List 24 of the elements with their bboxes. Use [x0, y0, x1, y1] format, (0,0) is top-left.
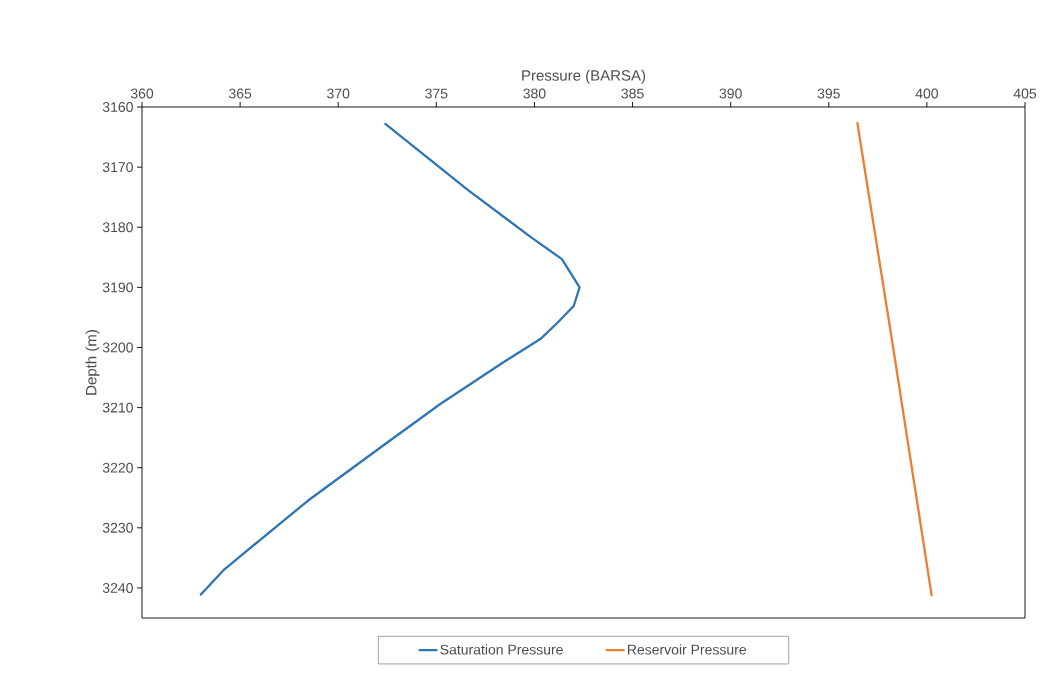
x-tick-label: 385	[621, 88, 644, 99]
line-series	[199, 122, 581, 596]
x-tick-label: 405	[1013, 88, 1037, 99]
y-tick-label: 3230	[102, 522, 133, 533]
x-axis-title: Pressure (BARSA)	[522, 69, 646, 84]
y-tick-label: 3180	[102, 222, 133, 233]
y-tick-label: 3210	[102, 402, 133, 413]
y-tick-label: 3160	[102, 102, 133, 112]
x-tick-label: 390	[719, 88, 742, 99]
x-tick-label: 375	[425, 88, 448, 99]
x-tick-label: 360	[130, 88, 154, 99]
x-tick-label: 365	[228, 88, 252, 99]
y-tick-label: 3200	[102, 342, 133, 353]
y-axis-title: Depth (m)	[85, 330, 100, 395]
y-tick-label: 3190	[102, 282, 133, 293]
legend-label: Saturation Pressure	[440, 644, 563, 655]
legend-label: Reservoir Pressure	[627, 644, 746, 655]
x-tick-label: 395	[817, 88, 840, 99]
x-tick-label: 380	[523, 88, 546, 99]
y-tick-label: 3220	[102, 462, 133, 473]
x-tick-label: 370	[327, 88, 350, 99]
x-tick-label: 400	[915, 88, 939, 99]
y-tick-label: 3240	[102, 582, 133, 593]
y-tick-label: 3170	[102, 162, 133, 173]
